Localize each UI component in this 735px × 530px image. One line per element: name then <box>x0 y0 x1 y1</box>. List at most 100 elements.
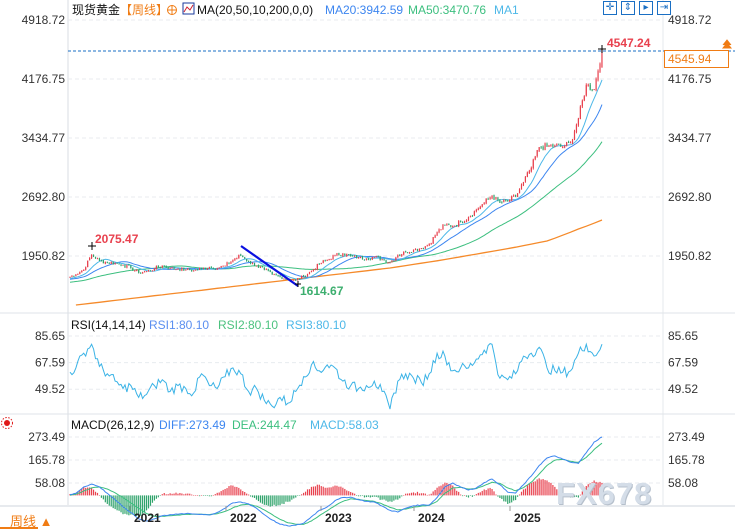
y-tick-label-right: 165.78 <box>668 453 705 467</box>
candle-body <box>204 267 207 270</box>
candle-body <box>130 265 132 268</box>
candle-body <box>354 255 356 257</box>
candle-body <box>550 144 552 146</box>
macd-histogram-bar <box>536 479 538 496</box>
macd-histogram-bar <box>155 495 157 499</box>
macd-histogram-bar <box>316 484 318 496</box>
candle-body <box>299 278 301 280</box>
macd-histogram-bar <box>566 495 568 496</box>
candle-body <box>405 251 407 253</box>
candle-body <box>326 260 328 262</box>
candle-body <box>83 269 85 271</box>
candle-body <box>442 224 444 230</box>
candle-body <box>314 269 316 271</box>
candle-body <box>507 200 509 202</box>
macd-histogram-bar <box>540 479 542 496</box>
candle-body <box>92 254 95 257</box>
add-indicator-icon[interactable] <box>167 5 177 15</box>
macd-histogram-bar <box>438 486 440 496</box>
candle-body <box>422 248 424 250</box>
candle-body <box>509 200 511 202</box>
macd-value-legend: MACD:58.03 <box>310 418 379 432</box>
candle-body <box>475 209 477 212</box>
candle-body <box>195 269 197 271</box>
macd-histogram-bar <box>196 495 199 496</box>
rsi-params: RSI(14,14,14) <box>71 318 146 332</box>
candle-body <box>128 264 130 266</box>
candle-body <box>554 145 556 147</box>
candle-body <box>159 267 161 269</box>
candle-body <box>249 261 252 264</box>
candle-body <box>338 252 340 256</box>
candle-body <box>238 255 240 259</box>
macd-histogram-bar <box>432 491 434 496</box>
macd-histogram-bar <box>516 495 519 497</box>
candle-body <box>363 259 366 261</box>
macd-histogram-bar <box>173 493 175 496</box>
candle-body <box>399 254 401 256</box>
candle-body <box>198 268 201 270</box>
crosshair-icon[interactable]: ✛ <box>603 1 617 15</box>
macd-histogram-bar <box>293 495 295 499</box>
fit-vertical-icon[interactable]: ⇕ <box>621 1 635 15</box>
macd-histogram-bar <box>583 488 585 496</box>
candle-body <box>106 261 108 263</box>
goto-end-icon[interactable]: ⇥ <box>657 1 671 15</box>
ma10-legend: MA1 <box>494 3 519 17</box>
candle-body <box>301 275 303 279</box>
ma20-legend: MA20:3942.59 <box>325 3 403 17</box>
rsi-lines <box>69 342 603 410</box>
macd-settings-icon[interactable] <box>1 417 13 429</box>
y-tick-label-right: 4176.75 <box>668 72 712 86</box>
macd-histogram-bar <box>420 493 422 496</box>
macd-histogram-bar <box>214 494 216 496</box>
macd-histogram-bar <box>85 487 87 496</box>
candle-body <box>255 265 258 267</box>
candle-body <box>253 263 256 266</box>
candle-body <box>556 144 558 146</box>
candle-body <box>395 257 397 261</box>
candle-body <box>185 269 187 271</box>
period-selector[interactable]: 周线 ▲ <box>10 511 53 530</box>
candle-body <box>191 270 193 272</box>
x-tick-label: 2021 <box>134 511 161 525</box>
macd-histogram-bar <box>218 492 220 496</box>
low-label: 1614.67 <box>300 284 344 298</box>
macd-histogram-bar <box>595 481 597 496</box>
candle-body <box>161 265 163 268</box>
price-alert-arrow-icon[interactable] <box>721 39 733 49</box>
candle-body <box>573 131 576 140</box>
y-tick-label-left: 4176.75 <box>22 72 66 86</box>
candle-body <box>589 84 591 90</box>
macd-histogram-bar <box>446 482 448 496</box>
y-tick-label-left: 67.59 <box>35 356 65 370</box>
candle-body <box>206 268 209 270</box>
macd-histogram-bar <box>342 487 344 496</box>
candle-body <box>85 267 87 270</box>
candle-body <box>414 248 417 250</box>
candle-body <box>230 261 232 264</box>
macd-histogram-bar <box>558 491 560 496</box>
candle-body <box>560 144 562 147</box>
candle-body <box>187 268 189 270</box>
macd-histogram-bar <box>242 491 244 496</box>
candle-body <box>538 147 540 151</box>
macd-histogram-bar <box>397 495 399 500</box>
macd-histogram-bar <box>581 491 583 496</box>
trendline-drawing[interactable] <box>240 245 299 287</box>
candle-body <box>428 244 430 246</box>
macd-histogram-bar <box>326 487 328 496</box>
candle-body <box>136 269 138 271</box>
macd-histogram-bar <box>410 492 413 496</box>
macd-histogram-bar <box>126 495 128 515</box>
macd-histogram-bar <box>469 495 472 496</box>
candle-body <box>355 255 358 259</box>
candle-body <box>118 263 120 265</box>
indicator-chart-icon[interactable] <box>182 2 195 15</box>
play-marker-icon[interactable]: ▸ <box>639 1 653 15</box>
macd-histogram-bar <box>403 495 405 496</box>
macd-histogram-bar <box>401 495 403 497</box>
candle-body <box>540 146 542 148</box>
macd-histogram-bar <box>359 495 362 497</box>
